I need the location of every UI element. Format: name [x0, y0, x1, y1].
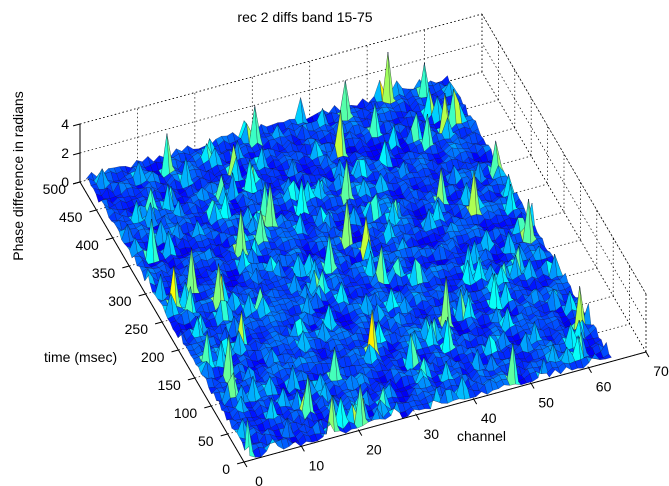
y-tick: [204, 405, 212, 409]
z-tick-label: 0: [61, 174, 69, 190]
x-tick: [588, 367, 592, 374]
y-tick: [187, 377, 195, 381]
y-tick-label: 300: [108, 293, 132, 309]
y-tick-label: 50: [198, 433, 214, 449]
surface-layer: [85, 52, 612, 458]
x-axis-label: channel: [457, 428, 506, 444]
y-tick-label: 100: [174, 405, 198, 421]
z-axis-label: Phase difference in radians: [10, 91, 26, 260]
y-tick: [220, 433, 228, 437]
x-tick: [243, 461, 248, 468]
y-tick-label: 0: [222, 461, 230, 477]
y-tick: [89, 209, 97, 213]
x-tick: [530, 383, 535, 389]
x-tick: [645, 351, 650, 358]
x-tick: [473, 398, 478, 405]
y-tick-label: 250: [125, 321, 149, 337]
y-tick: [171, 349, 179, 353]
y-tick: [236, 461, 245, 465]
y-axis-label: time (msec): [44, 349, 117, 365]
chart-title: rec 2 diffs band 15-75: [237, 9, 372, 25]
y-tick-label: 450: [59, 209, 83, 225]
y-tick-label: 350: [92, 265, 116, 281]
y-tick: [154, 321, 163, 325]
x-tick: [415, 414, 420, 421]
z-tick: [72, 152, 81, 156]
y-tick: [105, 237, 113, 241]
grid-line-back-z: [79, 42, 483, 154]
x-tick-label: 60: [596, 379, 612, 395]
z-tick-label: 2: [61, 145, 69, 161]
x-tick-label: 40: [481, 410, 497, 426]
y-tick: [138, 293, 146, 297]
x-tick-label: 20: [366, 442, 382, 458]
x-tick-label: 30: [423, 426, 439, 442]
z-tick: [72, 123, 81, 127]
y-tick: [122, 265, 130, 269]
x-tick-label: 0: [255, 473, 263, 486]
z-tick-label: 4: [61, 116, 69, 132]
y-tick-label: 150: [157, 377, 181, 393]
x-tick-label: 50: [538, 394, 554, 410]
x-tick-label: 70: [653, 363, 669, 379]
x-tick-label: 10: [309, 457, 325, 473]
y-tick-label: 200: [141, 349, 165, 365]
x-tick: [358, 430, 363, 436]
y-tick-label: 400: [75, 237, 99, 253]
z-tick: [72, 181, 81, 185]
x-tick: [300, 446, 305, 452]
